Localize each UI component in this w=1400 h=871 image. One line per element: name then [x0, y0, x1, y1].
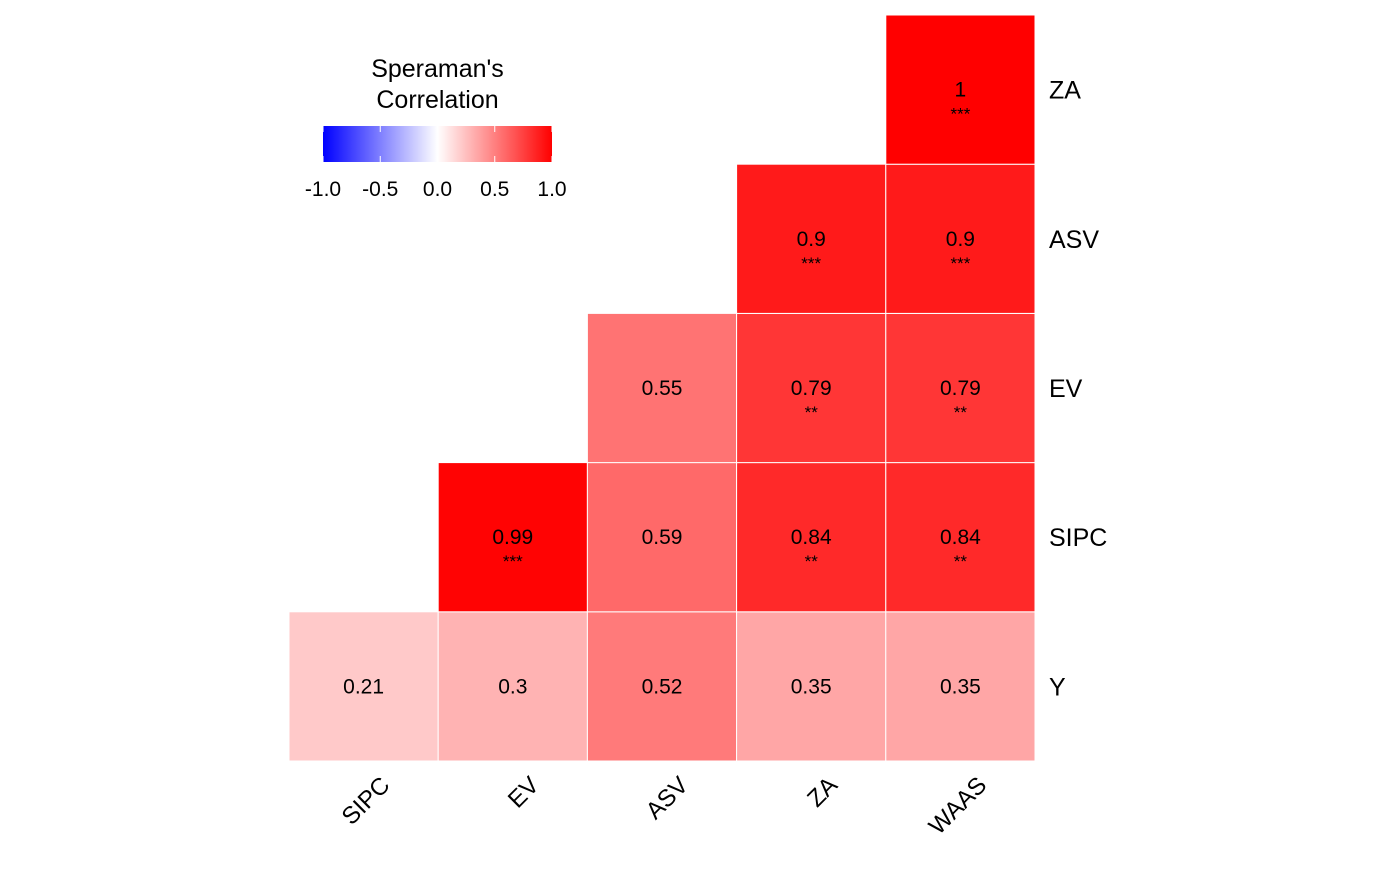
- heatmap-cell-rect: [437, 611, 588, 762]
- heatmap-cell: 0.59: [586, 462, 738, 613]
- cell-significance-stars: ***: [950, 254, 970, 273]
- legend-tick-label: 0.0: [423, 178, 452, 201]
- heatmap-cell-rect: [736, 312, 887, 464]
- cell-significance-stars: ***: [503, 552, 523, 571]
- cell-significance-stars: **: [954, 552, 968, 571]
- cell-value-label: 0.99: [492, 526, 533, 549]
- heatmap-cell-rect: [885, 163, 1036, 314]
- cell-value-label: 0.9: [797, 228, 826, 251]
- cell-value-label: 0.55: [642, 377, 683, 400]
- cell-significance-stars: **: [805, 403, 819, 422]
- heatmap-cell: 0.3: [437, 611, 588, 762]
- y-tick-label: ZA: [1049, 77, 1081, 105]
- cell-value-label: 0.35: [940, 675, 981, 698]
- cell-value-label: 0.9: [946, 228, 975, 251]
- heatmap-cell-rect: [736, 163, 887, 314]
- y-tick-label: SIPC: [1049, 524, 1107, 552]
- heatmap-cell: 0.9 ***: [736, 163, 887, 314]
- x-tick-label: SIPC: [337, 772, 396, 831]
- heatmap-cell-rect: [885, 611, 1036, 762]
- cell-value-label: 0.59: [642, 526, 683, 549]
- heatmap-cell: 0.79 **: [885, 312, 1036, 464]
- cell-value-label: 0.84: [791, 526, 832, 549]
- legend-tick-label: 0.5: [480, 178, 509, 201]
- x-tick-label: EV: [503, 772, 545, 814]
- legend-tick-label: 1.0: [537, 178, 566, 201]
- legend-title: Speraman's: [371, 55, 504, 83]
- heatmap-cell: 0.35: [885, 611, 1036, 762]
- cell-value-label: 0.3: [498, 675, 527, 698]
- legend-title: Correlation: [376, 86, 498, 114]
- heatmap-cell: 0.99 ***: [437, 462, 588, 613]
- cell-value-label: 0.84: [940, 526, 981, 549]
- legend-tick-label: -0.5: [362, 178, 398, 201]
- x-tick-label: ZA: [802, 772, 843, 813]
- heatmap-cell: 0.84 **: [736, 462, 887, 613]
- heatmap-cell-rect: [885, 14, 1036, 165]
- cell-significance-stars: **: [954, 403, 968, 422]
- heatmap-cell-rect: [288, 611, 439, 762]
- cell-value-label: 0.52: [642, 675, 683, 698]
- x-tick-label: ASV: [641, 772, 694, 825]
- cell-value-label: 0.79: [791, 377, 832, 400]
- heatmap-cell: 1 ***: [885, 14, 1036, 165]
- y-tick-label: ASV: [1049, 226, 1099, 254]
- cell-value-label: 0.21: [343, 675, 384, 698]
- x-tick-label: WAAS: [924, 772, 992, 840]
- legend-tick-label: -1.0: [305, 178, 341, 201]
- y-tick-label: EV: [1049, 375, 1083, 403]
- heatmap-cell-rect: [885, 312, 1036, 464]
- heatmap-cell: 0.9 ***: [885, 163, 1036, 314]
- cell-value-label: 0.35: [791, 675, 832, 698]
- heatmap-cell: 0.21: [288, 611, 439, 762]
- heatmap-cell: 0.84 **: [885, 462, 1036, 613]
- heatmap-cell: 0.55: [586, 312, 738, 464]
- cell-value-label: 1: [955, 79, 967, 102]
- heatmap-cell: 0.35: [736, 611, 887, 762]
- heatmap-cell: 0.52: [586, 611, 738, 762]
- y-tick-label: Y: [1049, 673, 1066, 701]
- cell-value-label: 0.79: [940, 377, 981, 400]
- heatmap-cells: 0.21 0.3 0.52 0.35 0.350.99***0.59 0.84**0.84…: [288, 14, 1036, 762]
- heatmap-cell: 0.79 **: [736, 312, 887, 464]
- heatmap-cell-rect: [586, 462, 738, 613]
- heatmap-cell-rect: [437, 462, 588, 613]
- y-axis: ZA ASV EV SIPC Y: [1049, 77, 1107, 702]
- heatmap-cell-rect: [885, 462, 1036, 613]
- cell-significance-stars: **: [805, 552, 819, 571]
- heatmap-cell-rect: [586, 312, 738, 464]
- x-axis: SIPC EV ASV ZA WAAS: [337, 772, 993, 840]
- heatmap-cell-rect: [736, 462, 887, 613]
- heatmap-cell-rect: [586, 611, 738, 762]
- colorbar-legend: Speraman's Correlation -1.0 -0.5 0.0 0.5 1.0: [305, 55, 567, 201]
- cell-significance-stars: ***: [801, 254, 821, 273]
- cell-significance-stars: ***: [950, 105, 970, 124]
